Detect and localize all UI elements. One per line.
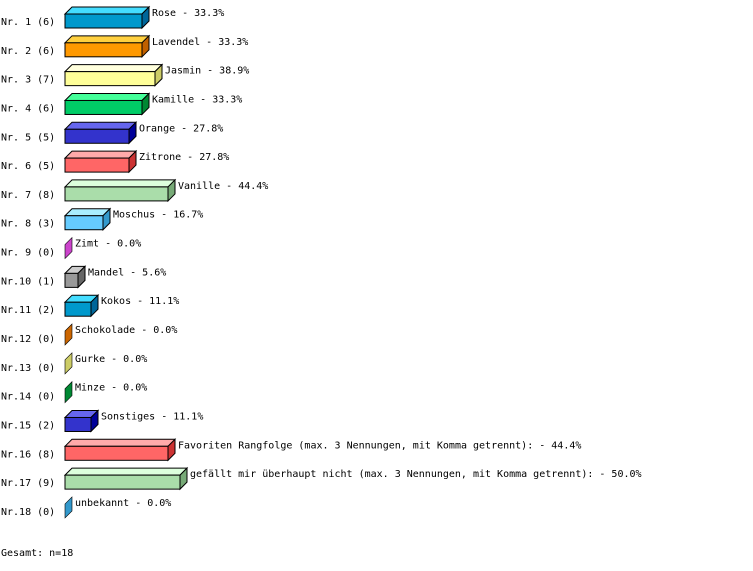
bar-top <box>63 179 177 188</box>
bar-value-label: Favoriten Rangfolge (max. 3 Nennungen, m… <box>178 440 581 451</box>
row-rank-label: Nr.12 (0) <box>1 334 55 345</box>
bar <box>64 380 73 404</box>
bar-top <box>63 92 151 101</box>
bar <box>64 99 143 115</box>
bar-top <box>63 64 164 73</box>
row-rank-label: Nr. 2 (6) <box>1 46 55 57</box>
bar <box>64 215 104 231</box>
row-rank-label: Nr.13 (0) <box>1 363 55 374</box>
bar <box>64 416 92 432</box>
bar-top <box>63 6 151 15</box>
bar <box>64 186 169 202</box>
row-rank-label: Nr. 5 (5) <box>1 132 55 143</box>
total-label: Gesamt: n=18 <box>1 548 74 559</box>
bar <box>64 128 130 144</box>
bar-value-label: Mandel - 5.6% <box>88 267 166 278</box>
bar <box>64 272 79 288</box>
bar-value-label: Schokolade - 0.0% <box>75 325 177 336</box>
bar <box>64 236 73 260</box>
bar-value-label: Zimt - 0.0% <box>75 239 141 250</box>
row-rank-label: Nr.11 (2) <box>1 305 55 316</box>
bar <box>64 323 73 346</box>
bar-value-label: Zitrone - 27.8% <box>139 152 229 163</box>
bar-value-label: Kokos - 11.1% <box>101 296 179 307</box>
row-rank-label: Nr. 4 (6) <box>1 103 55 114</box>
bar-value-label: Vanille - 44.4% <box>178 181 268 192</box>
bar <box>64 301 92 317</box>
row-rank-label: Nr.10 (1) <box>1 276 55 287</box>
bar-top <box>63 467 189 476</box>
bar-value-label: Minze - 0.0% <box>75 383 147 394</box>
bar-top <box>63 35 151 44</box>
row-rank-label: Nr. 1 (6) <box>1 17 55 28</box>
bar <box>64 71 156 87</box>
row-rank-label: Nr. 6 (5) <box>1 161 55 172</box>
bar-value-label: Orange - 27.8% <box>139 123 223 134</box>
bar-value-label: Gurke - 0.0% <box>75 354 147 365</box>
row-rank-label: Nr. 9 (0) <box>1 248 55 259</box>
bar-value-label: unbekannt - 0.0% <box>75 498 171 509</box>
bar <box>64 42 143 58</box>
bar <box>64 496 73 519</box>
bar-value-label: Jasmin - 38.9% <box>165 66 249 77</box>
bar-value-label: Kamille - 33.3% <box>152 94 242 105</box>
bar-value-label: Rose - 33.3% <box>152 8 224 19</box>
row-rank-label: Nr.15 (2) <box>1 420 55 431</box>
row-rank-label: Nr.18 (0) <box>1 507 55 518</box>
bar-value-label: Lavendel - 33.3% <box>152 37 248 48</box>
bar-value-label: Sonstiges - 11.1% <box>101 411 203 422</box>
bar-top <box>63 121 138 130</box>
row-rank-label: Nr. 3 (7) <box>1 75 55 86</box>
row-rank-label: Nr. 7 (8) <box>1 190 55 201</box>
row-rank-label: Nr.17 (9) <box>1 478 55 489</box>
bar <box>64 445 169 461</box>
bar <box>64 352 73 375</box>
row-rank-label: Nr.16 (8) <box>1 449 55 460</box>
bar-top <box>63 208 112 217</box>
bar <box>64 157 130 173</box>
row-rank-label: Nr. 8 (3) <box>1 219 55 230</box>
row-rank-label: Nr.14 (0) <box>1 392 55 403</box>
bar-value-label: gefällt mir überhaupt nicht (max. 3 Nenn… <box>190 469 642 480</box>
bar <box>64 13 143 29</box>
bar-top <box>63 438 177 447</box>
bar-top <box>63 150 138 159</box>
bar-value-label: Moschus - 16.7% <box>113 210 203 221</box>
bar <box>64 474 181 490</box>
